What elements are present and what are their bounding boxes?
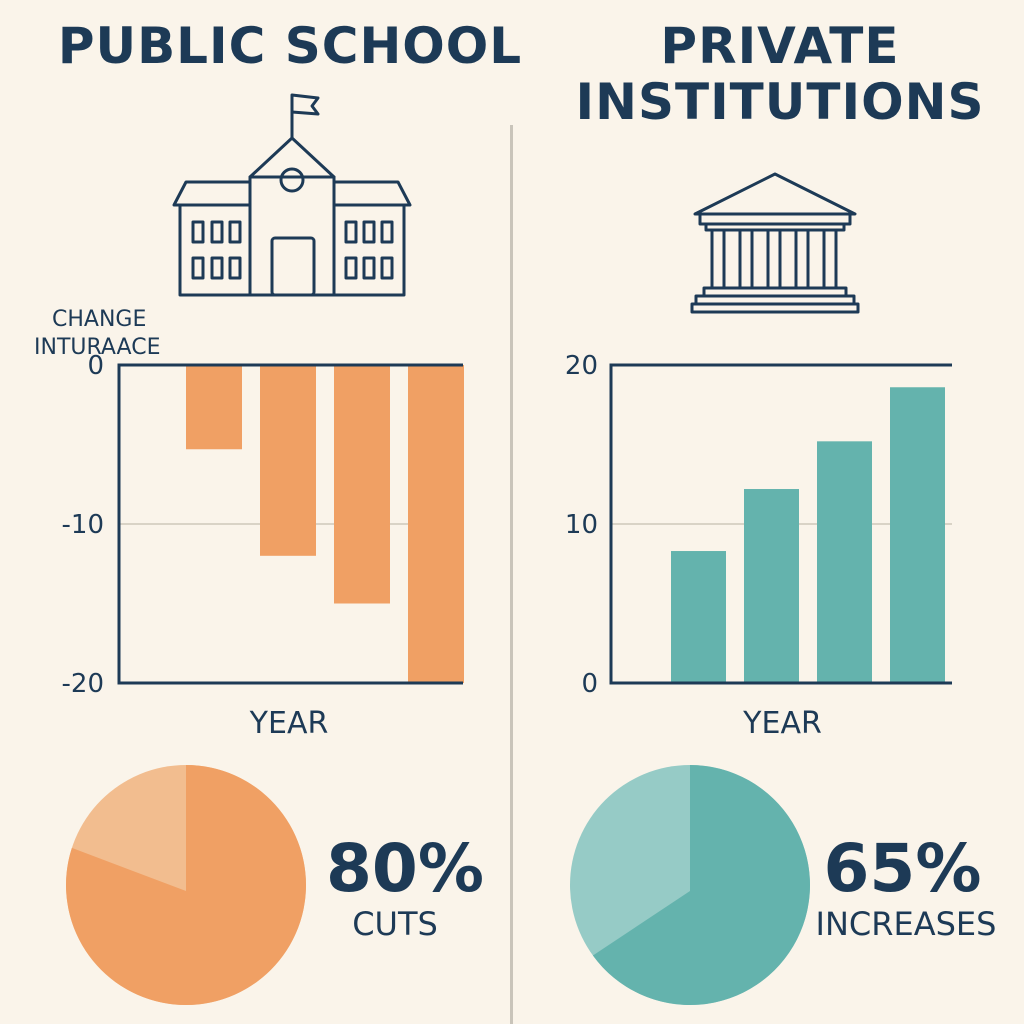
public-chart-ytick: -10	[62, 510, 104, 540]
public-percent-label: 80%	[326, 830, 484, 907]
public-chart-bar	[260, 365, 316, 556]
private-institutions-title: PRIVATE INSTITUTIONS	[550, 18, 1010, 130]
private-institutions-title-line2: INSTITUTIONS	[575, 73, 985, 131]
private-chart-xlabel: YEAR	[742, 706, 822, 741]
public-chart-axes	[117, 363, 463, 685]
public-chart-ytick: -20	[62, 669, 104, 699]
public-pie-main-slice	[65, 765, 306, 1006]
public-chart-xlabel: YEAR	[249, 706, 329, 741]
private-percent-label: 65%	[823, 830, 982, 907]
private-chart-ytick: 20	[565, 351, 598, 381]
public-chart-bar	[334, 365, 390, 604]
center-divider	[510, 125, 513, 1024]
public-chart-bar	[408, 365, 464, 683]
private-chart-bar	[817, 441, 872, 683]
private-chart-axes	[609, 363, 952, 685]
private-chart-ytick: 10	[565, 510, 598, 540]
public-cuts-label: CUTS	[352, 905, 438, 943]
left-chart-ylabel-line1: CHANGE	[52, 307, 147, 332]
public-chart-ytick: 0	[87, 351, 104, 381]
private-chart-ytick: 0	[581, 669, 598, 699]
private-chart-bar	[671, 551, 726, 683]
private-pie-main-slice	[592, 765, 811, 1006]
private-institutions-title-line1: PRIVATE	[660, 17, 900, 75]
private-chart-bar	[744, 489, 799, 683]
private-chart-bar	[890, 387, 945, 683]
private-increases-label: INCREASES	[815, 905, 997, 943]
left-chart-ylabel-line2: INTURAACE	[34, 335, 161, 360]
public-school-title: PUBLIC SCHOOL	[57, 17, 523, 75]
public-chart-bar	[186, 365, 242, 450]
